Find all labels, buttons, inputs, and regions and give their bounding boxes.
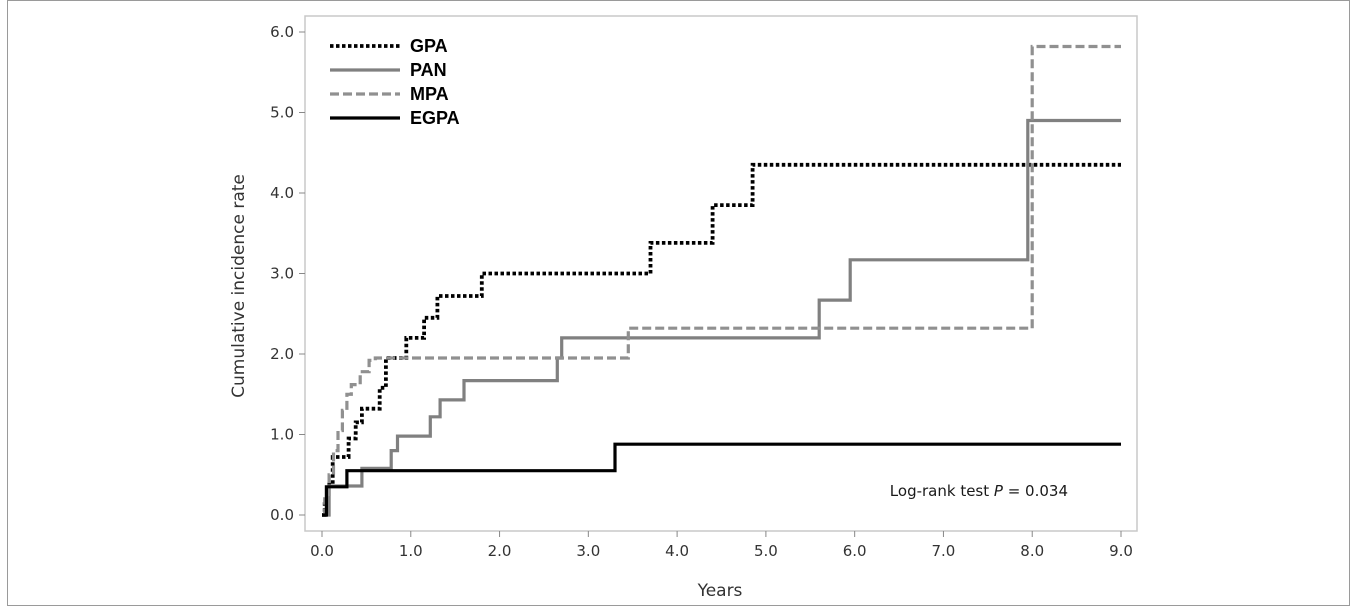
x-tick-label: 8.0 [1020, 542, 1044, 560]
x-tick-label: 3.0 [576, 542, 600, 560]
x-tick-label: 2.0 [488, 542, 512, 560]
y-tick-label: 0.0 [270, 506, 294, 524]
annotation-prefix: Log-rank test [890, 482, 994, 500]
series-line-egpa [322, 442, 1121, 517]
x-tick-label: 6.0 [843, 542, 867, 560]
x-tick-label: 0.0 [310, 542, 334, 560]
legend-label-gpa: GPA [410, 36, 448, 56]
x-tick-label: 9.0 [1109, 542, 1133, 560]
series-line-mpa [322, 44, 1121, 517]
legend-label-mpa: MPA [410, 84, 449, 104]
y-tick-label: 6.0 [270, 23, 294, 41]
y-tick-label: 1.0 [270, 426, 294, 444]
legend-label-egpa: EGPA [410, 108, 460, 128]
x-tick-label: 1.0 [399, 542, 423, 560]
annotation-p-symbol: P [994, 482, 1004, 500]
series-group [322, 44, 1121, 517]
x-tick-label: 4.0 [665, 542, 689, 560]
x-tick-label: 7.0 [932, 542, 956, 560]
annotation-value: = 0.034 [1003, 482, 1068, 500]
y-tick-label: 3.0 [270, 265, 294, 283]
y-tick-label: 4.0 [270, 184, 294, 202]
y-tick-label: 5.0 [270, 104, 294, 122]
legend: GPA PAN MPA EGPA [330, 36, 460, 128]
y-axis-title: Cumulative incidence rate [229, 174, 249, 398]
x-tick-label: 5.0 [754, 542, 778, 560]
legend-label-pan: PAN [410, 60, 447, 80]
y-tick-label: 2.0 [270, 345, 294, 363]
log-rank-annotation: Log-rank test P = 0.034 [890, 482, 1068, 500]
x-axis-title: Years [697, 581, 743, 600]
axis-ticks: 0.0 1.0 2.0 3.0 4.0 5.0 6.0 7.0 8.0 9.0 0.0 1.0 2.0 3… [270, 23, 1133, 560]
series-line-pan [322, 118, 1121, 517]
